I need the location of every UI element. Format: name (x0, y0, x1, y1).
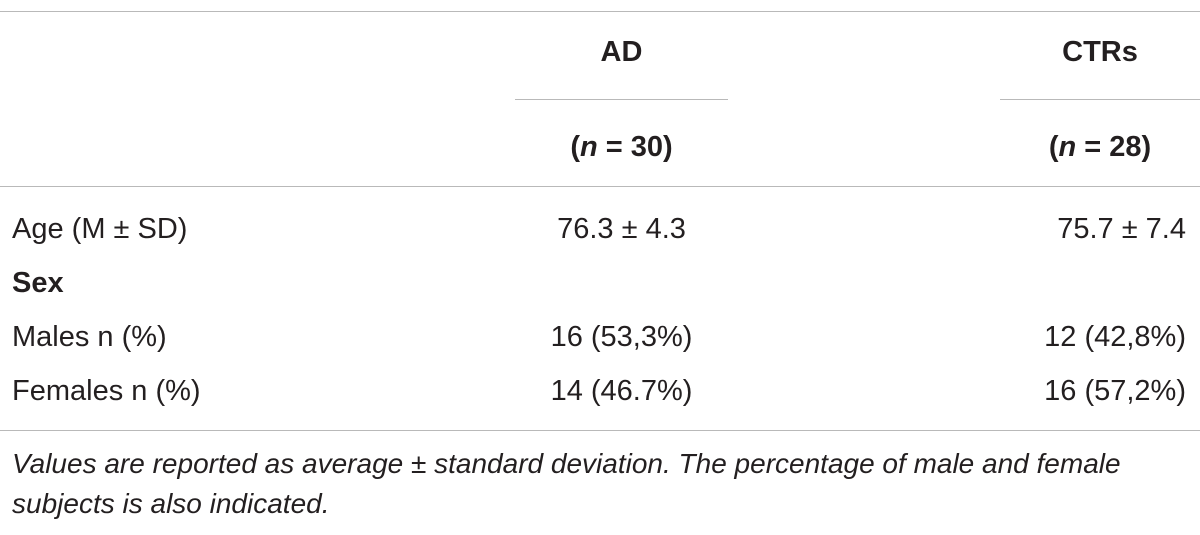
cell-females-ad: 14 (46.7%) (550, 375, 693, 407)
column-n-ad: (n = 30) (570, 131, 673, 163)
cell-males-ad: 16 (53,3%) (550, 321, 693, 353)
cell-age-ctrs: 75.7 ± 7.4 (1057, 213, 1186, 245)
column-header-ctrs-rule (1000, 99, 1200, 100)
column-n-ctrs: (n = 28) (1048, 131, 1152, 163)
table-top-rule (0, 11, 1200, 12)
cell-age-ad: 76.3 ± 4.3 (557, 213, 686, 245)
table-footnote: Values are reported as average ± standar… (12, 448, 1121, 519)
row-label-sex: Sex (12, 267, 64, 299)
cell-males-ctrs: 12 (42,8%) (1044, 321, 1186, 353)
row-label-females: Females n (%) (12, 375, 201, 407)
column-header-ad-rule (515, 99, 728, 100)
table-header-rule (0, 186, 1200, 187)
column-header-ad: AD (600, 36, 643, 68)
row-label-males: Males n (%) (12, 321, 167, 353)
column-header-ctrs: CTRs (1062, 36, 1138, 68)
row-label-age: Age (M ± SD) (12, 213, 188, 245)
table-bottom-rule (0, 430, 1200, 431)
cell-females-ctrs: 16 (57,2%) (1044, 375, 1186, 407)
